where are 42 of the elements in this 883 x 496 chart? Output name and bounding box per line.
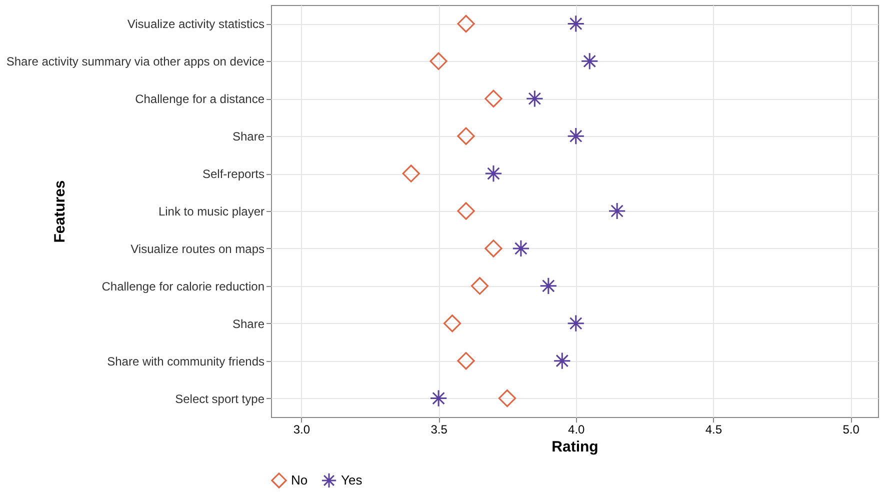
point [512, 240, 530, 258]
x-tick-label: 4.5 [705, 422, 722, 436]
point [580, 52, 598, 70]
point [470, 277, 489, 295]
x-tick-label: 3.0 [293, 422, 310, 436]
y-tick-label: Link to music player [158, 204, 264, 218]
point [443, 314, 462, 332]
point [567, 314, 585, 332]
point [484, 240, 502, 258]
point [553, 352, 571, 370]
point [457, 202, 475, 220]
y-tick-label: Visualize activity statistics [127, 17, 264, 32]
point [484, 164, 502, 182]
y-tick-label: Share [232, 316, 265, 331]
y-tick-label: Self-reports [202, 167, 264, 182]
y-tick-label: Select sport type [175, 392, 265, 406]
point [567, 14, 585, 33]
y-tick-label: Visualize routes on maps [130, 242, 264, 256]
y-tick-label: Share activity summary via other apps on device [6, 54, 265, 69]
point [567, 127, 585, 145]
legend-label: Yes [341, 472, 363, 488]
point [430, 52, 448, 70]
legend-label: No [291, 472, 308, 488]
y-tick-label: Challenge for a distance [135, 92, 265, 106]
point [402, 164, 420, 182]
point [540, 277, 558, 295]
y-tick-label: Share with community friends [107, 354, 264, 368]
point [430, 389, 448, 408]
y-axis-title: Features [52, 180, 68, 243]
point [457, 352, 475, 370]
point [498, 389, 516, 408]
point [457, 127, 475, 145]
point [484, 90, 502, 108]
y-tick-label: Challenge for calorie reduction [102, 279, 264, 294]
point [457, 14, 475, 33]
point [526, 90, 544, 108]
x-axis-title: Rating [552, 438, 598, 456]
y-tick-label: Share [232, 130, 265, 144]
x-tick-label: 4.0 [568, 422, 586, 436]
point [608, 202, 626, 220]
x-tick-label: 3.5 [430, 422, 448, 436]
x-tick-label: 5.0 [842, 422, 860, 436]
